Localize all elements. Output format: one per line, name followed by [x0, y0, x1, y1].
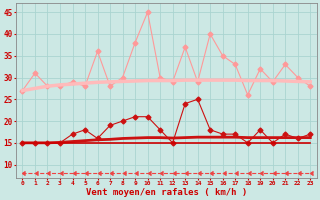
X-axis label: Vent moyen/en rafales ( km/h ): Vent moyen/en rafales ( km/h ) — [86, 188, 247, 197]
